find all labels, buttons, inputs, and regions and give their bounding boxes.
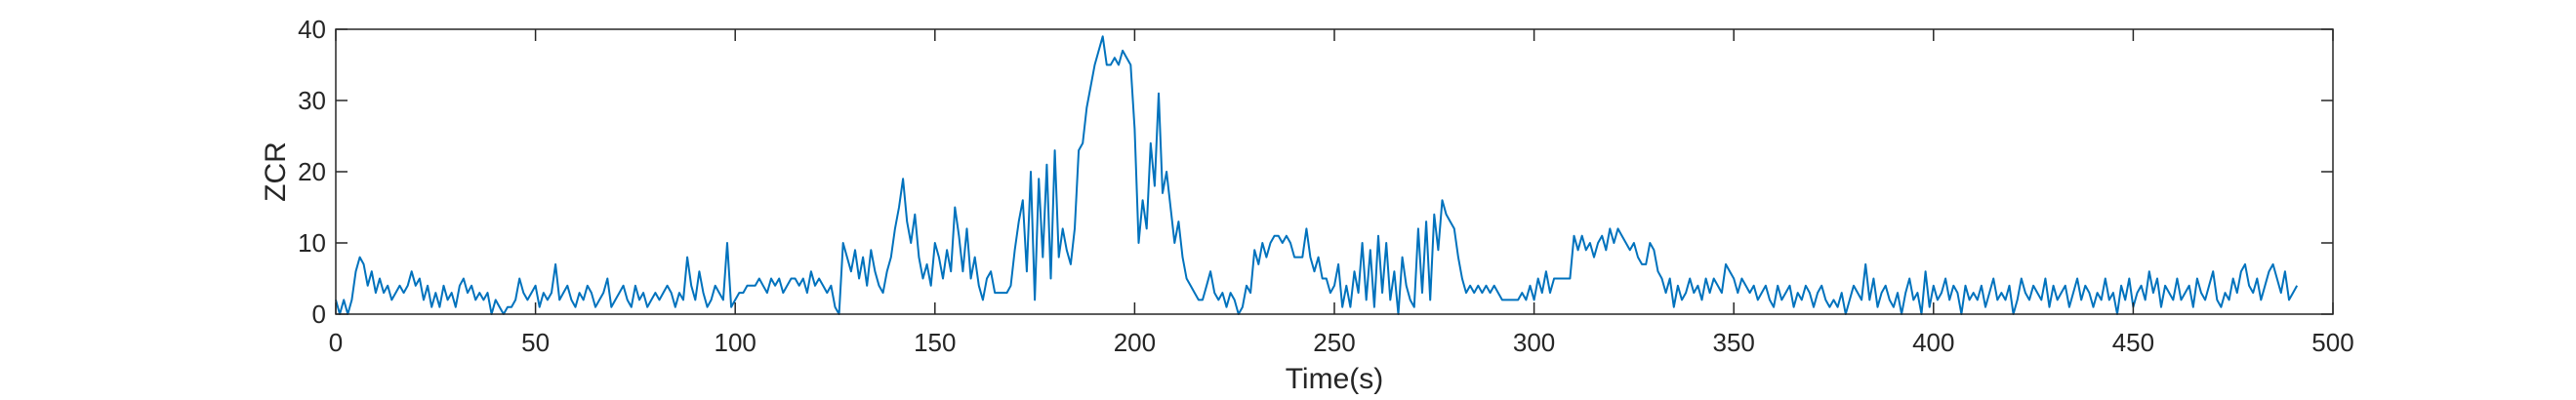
y-tick-label: 40: [298, 15, 326, 44]
y-tick-label: 20: [298, 157, 326, 186]
x-tick-label: 500: [2311, 328, 2353, 357]
y-tick-label: 30: [298, 86, 326, 115]
series-line-zcr: [335, 35, 2299, 315]
plot-frame: [335, 28, 2334, 315]
x-tick-label: 200: [1114, 328, 1156, 357]
x-tick-label: 350: [1713, 328, 1755, 357]
x-tick-label: 250: [1313, 328, 1355, 357]
x-tick-label: 150: [914, 328, 956, 357]
plot-background: [336, 29, 2333, 314]
x-tick-label: 50: [521, 328, 550, 357]
x-axis-ticks: 0 50 100 150 200 250 300 350 400 450 500: [329, 29, 2354, 357]
x-tick-label: 400: [1912, 328, 1954, 357]
x-tick-label: 450: [2112, 328, 2154, 357]
y-tick-label: 10: [298, 228, 326, 258]
x-tick-label: 0: [329, 328, 343, 357]
series-layer: [335, 35, 2299, 315]
x-axis-label: Time(s): [1286, 363, 1384, 395]
x-tick-label: 300: [1513, 328, 1555, 357]
x-tick-label: 100: [715, 328, 756, 357]
y-axis-label: ZCR: [260, 141, 292, 202]
y-tick-label: 0: [312, 300, 326, 329]
